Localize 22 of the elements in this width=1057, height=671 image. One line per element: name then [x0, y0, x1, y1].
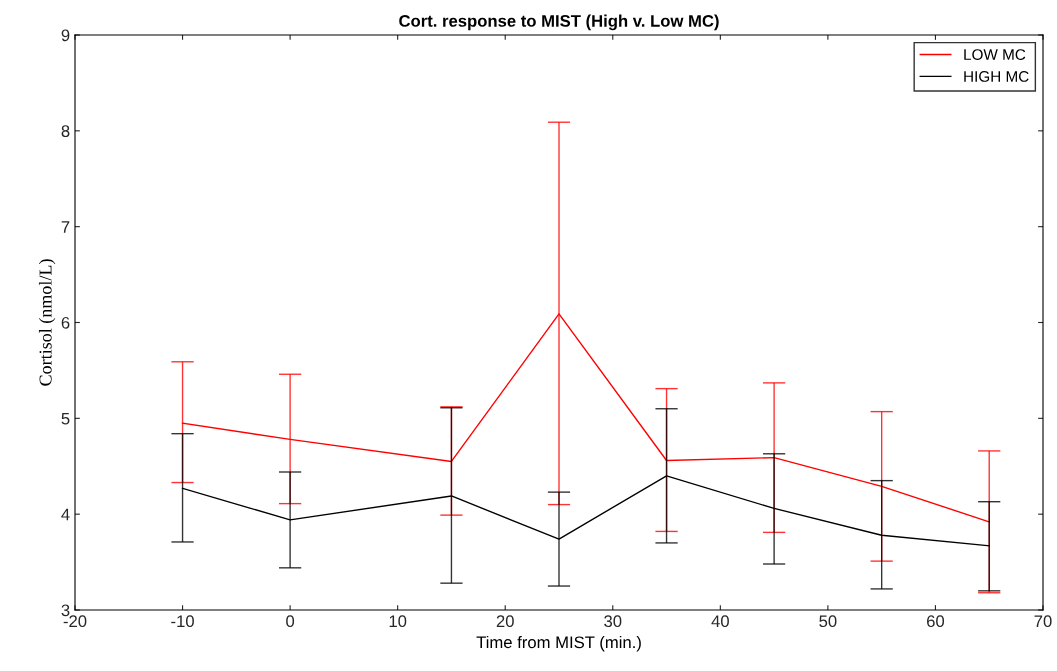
y-tick-label: 4: [61, 508, 70, 521]
x-tick-label: 40: [711, 615, 729, 628]
x-tick-label: 10: [389, 615, 407, 628]
y-tick-label: 8: [61, 125, 70, 138]
x-tick-label: 50: [819, 615, 837, 628]
legend-label: LOW MC: [964, 49, 1026, 60]
x-axis-title: Time from MIST (min.): [476, 635, 641, 652]
y-tick-label: 5: [61, 412, 70, 425]
y-tick-label: 9: [61, 29, 70, 42]
y-tick-label: 6: [61, 316, 70, 329]
x-tick-label: -10: [171, 615, 194, 628]
chart-title: Cort. response to MIST (High v. Low MC): [399, 14, 719, 31]
x-tick-label: 20: [496, 615, 514, 628]
x-tick-label: 70: [1034, 615, 1052, 628]
y-tick-label: 3: [61, 604, 70, 617]
x-tick-label: 0: [286, 615, 295, 628]
y-axis-title: Cortisol (nmol/L): [38, 259, 56, 386]
legend-label: HIGH MC: [964, 71, 1029, 82]
y-tick-label: 7: [61, 221, 70, 233]
x-tick-label: 60: [927, 615, 945, 628]
x-tick-label: -20: [63, 615, 87, 628]
x-tick-label: 30: [604, 615, 622, 628]
